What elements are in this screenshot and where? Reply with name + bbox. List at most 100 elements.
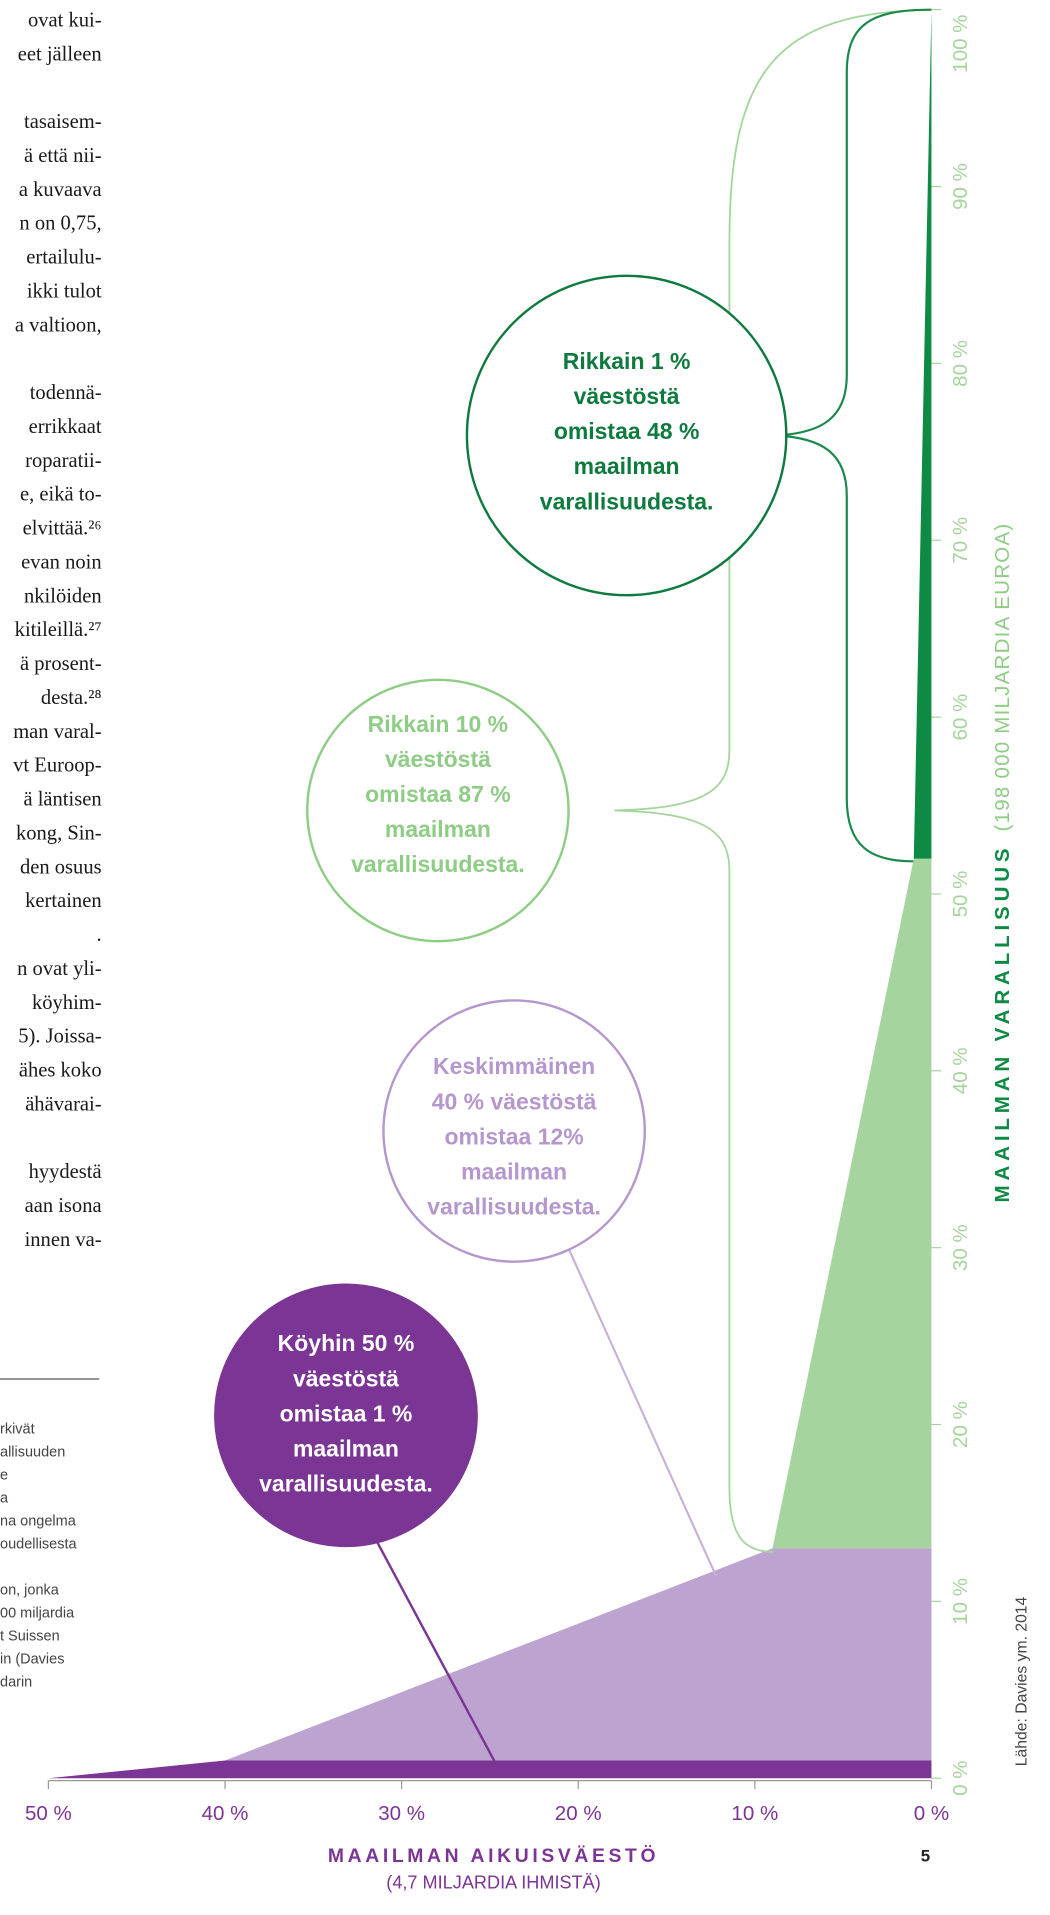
y-axis-title-sub: (198 000 MILJARDIA EUROA) xyxy=(991,523,1014,832)
body-text-line: desta.²⁸ xyxy=(41,687,102,709)
body-text-line: innen va- xyxy=(25,1229,102,1251)
annotation-heading: väestöstä xyxy=(385,746,491,772)
y-tick-label: 70 % xyxy=(949,517,972,564)
y-tick-label: 90 % xyxy=(949,163,972,210)
footnote-line: e xyxy=(0,1468,8,1484)
annotation-circle xyxy=(465,274,788,597)
body-text-line: kitileillä.²⁷ xyxy=(15,619,102,641)
body-text-line: elvittää.²⁶ xyxy=(23,518,102,540)
wealth-band xyxy=(913,9,932,859)
body-text-line: ertailulu- xyxy=(26,247,101,269)
footnote-line: in (Davies xyxy=(0,1652,64,1668)
x-axis-subtitle: (4,7 MILJARDIA IHMISTÄ) xyxy=(386,1872,601,1892)
y-tick-label: 50 % xyxy=(949,871,972,918)
brace-top10 xyxy=(614,8,932,1553)
annotation-text: maailman xyxy=(385,816,491,842)
annotation-text: maailman xyxy=(293,1435,399,1461)
body-text-line: eet jälleen xyxy=(18,43,102,65)
body-text-line: errikkaat xyxy=(29,416,102,438)
annotation-heading: Köyhin 50 % xyxy=(278,1330,415,1356)
body-text-line: e, eikä to- xyxy=(20,484,102,506)
body-text-line: tasaisem- xyxy=(24,111,102,133)
body-text-line: ähes koko xyxy=(19,1059,102,1081)
source-note: Lähde: Davies ym. 2014 xyxy=(1013,1596,1030,1766)
x-tick-label: 30 % xyxy=(378,1802,425,1825)
y-tick-label: 80 % xyxy=(949,340,972,387)
annotation-circle xyxy=(214,1283,478,1548)
y-tick-label: 30 % xyxy=(949,1224,972,1271)
annotation-circle xyxy=(306,678,570,943)
body-text-line: todennä- xyxy=(30,382,102,404)
body-text-line: n on 0,75, xyxy=(19,213,101,235)
body-text-line: ä että nii- xyxy=(24,145,102,167)
body-text-line: kong, Sin- xyxy=(16,822,102,844)
body-text-line: hyydestä xyxy=(29,1161,102,1183)
body-text-line: aan isona xyxy=(25,1195,102,1217)
annotation-heading: Rikkain 10 % xyxy=(368,711,508,737)
annotation-text: maailman xyxy=(461,1158,567,1184)
annotation-heading: väestöstä xyxy=(574,383,680,409)
body-text-line: nkilöiden xyxy=(24,585,102,607)
body-text-line: köyhim- xyxy=(32,992,102,1014)
brace-top1 xyxy=(776,8,932,863)
annotation-heading: Rikkain 1 % xyxy=(563,348,691,374)
x-tick-label: 20 % xyxy=(555,1802,602,1825)
footnote-line: 00 miljardia xyxy=(0,1606,75,1622)
body-text-line: . xyxy=(96,924,101,946)
body-text-line: kertainen xyxy=(25,890,101,912)
y-tick-label: 20 % xyxy=(949,1401,972,1448)
y-tick-label: 60 % xyxy=(949,694,972,741)
annotation-heading: 40 % väestöstä xyxy=(432,1088,597,1114)
footnote-line: t Suissen xyxy=(0,1629,60,1645)
wealth-band xyxy=(48,1760,932,1779)
footnote-line: rkivät xyxy=(0,1422,35,1438)
annotation-text: omistaa 48 % xyxy=(554,418,700,444)
annotation-text: varallisuudesta. xyxy=(540,488,714,514)
body-text-line: a kuvaava xyxy=(19,179,102,201)
body-text-line: man varal- xyxy=(13,721,102,743)
y-axis-title-main: MAAILMAN VARALLISUUS xyxy=(991,844,1014,1203)
annotation-circle xyxy=(382,999,646,1263)
x-tick-label: 10 % xyxy=(731,1802,778,1825)
footnote-line: oudellisesta xyxy=(0,1537,78,1553)
annotation-heading: Keskimmäinen xyxy=(433,1053,595,1079)
footnote-line: darin xyxy=(0,1674,32,1690)
page-number: 5 xyxy=(921,1846,930,1865)
x-tick-label: 0 % xyxy=(914,1802,949,1825)
y-tick-label: 100 % xyxy=(949,14,972,72)
x-tick-label: 40 % xyxy=(202,1802,249,1825)
annotation-text: varallisuudesta. xyxy=(427,1194,601,1220)
y-tick-label: 0 % xyxy=(949,1761,972,1796)
connector-bottom50 xyxy=(367,1526,500,1770)
x-tick-label: 50 % xyxy=(25,1802,72,1825)
body-text-line: ä prosent- xyxy=(20,653,102,675)
y-tick-label: 40 % xyxy=(949,1047,972,1094)
annotation-text: varallisuudesta. xyxy=(259,1471,433,1497)
footnote-line: a xyxy=(0,1491,9,1507)
wealth-band xyxy=(772,858,932,1549)
footnote-line: on, jonka xyxy=(0,1583,60,1599)
wealth-band xyxy=(225,1548,932,1761)
footnote-line: allisuuden xyxy=(0,1445,65,1461)
body-text-line: den osuus xyxy=(20,856,102,878)
annotation-text: omistaa 87 % xyxy=(365,781,511,807)
body-text-line: ä läntisen xyxy=(23,789,101,811)
connector-middle40 xyxy=(567,1247,718,1577)
body-text-line: a valtioon, xyxy=(15,314,102,336)
y-tick-label: 10 % xyxy=(949,1578,972,1625)
body-text-line: vt Euroop- xyxy=(13,755,102,777)
annotation-text: omistaa 12% xyxy=(445,1123,584,1149)
body-text-line: ovat kui- xyxy=(28,9,102,31)
body-text-line: ähävarai- xyxy=(25,1093,102,1115)
body-text-line: ikki tulot xyxy=(27,280,102,302)
annotation-heading: väestöstä xyxy=(293,1365,399,1391)
body-text-line: 5). Joissa- xyxy=(18,1026,101,1048)
body-text-line: roparatii- xyxy=(25,450,102,472)
annotation-text: varallisuudesta. xyxy=(351,851,525,877)
footnote-line: na ongelma xyxy=(0,1514,77,1530)
annotation-text: maailman xyxy=(574,453,680,479)
annotation-text: omistaa 1 % xyxy=(280,1400,413,1426)
x-axis-title: MAAILMAN AIKUISVÄESTÖ xyxy=(328,1844,659,1867)
